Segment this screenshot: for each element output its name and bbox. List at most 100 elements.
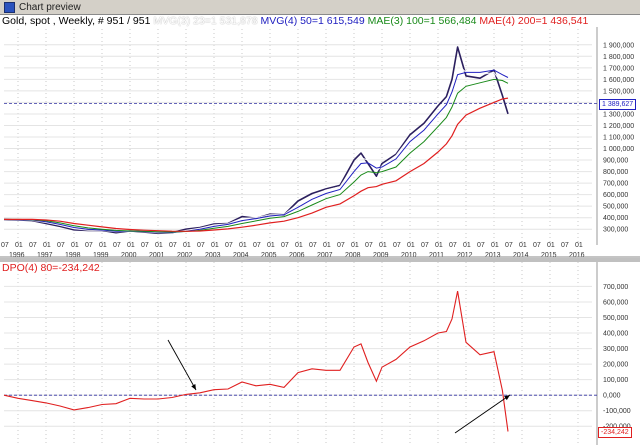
- x-axis-month-label: 01: [323, 242, 331, 249]
- x-axis-month-label: 07: [113, 242, 121, 249]
- x-axis-month-label: 01: [239, 242, 247, 249]
- price-series: [3, 46, 509, 235]
- x-axis-year-label: 2002: [177, 252, 193, 258]
- annotation-arrow-2013-head: [504, 395, 510, 401]
- x-axis-month-label: 01: [43, 242, 51, 249]
- mvg3-label: MVG(3) 23=1 531,878: [153, 15, 258, 27]
- x-axis-year-label: 2008: [345, 252, 361, 258]
- x-axis-year-label: 2009: [373, 252, 389, 258]
- y-axis-label: 300,000: [603, 346, 628, 353]
- price-chart-header: Gold, spot , Weekly, # 951 / 951 MVG(3) …: [2, 15, 588, 27]
- x-axis-year-label: 1999: [93, 252, 109, 258]
- x-axis-month-label: 07: [561, 242, 569, 249]
- x-axis-month-label: 07: [505, 242, 513, 249]
- x-axis-month-label: 07: [281, 242, 289, 249]
- y-axis-label: 400,000: [603, 331, 628, 338]
- x-axis-month-label: 07: [1, 242, 9, 249]
- x-axis-month-label: 07: [169, 242, 177, 249]
- mvg4-series: [3, 69, 509, 234]
- x-axis-year-label: 2006: [289, 252, 305, 258]
- x-axis-year-label: 2003: [205, 252, 221, 258]
- price-chart-panel[interactable]: 1 900,000 1 800,000 1 700,000 1 600,000 1 50…: [0, 15, 640, 258]
- x-axis-month-label: 01: [519, 242, 527, 249]
- y-axis-label: 1 000,000: [603, 146, 634, 153]
- y-axis-label: 500,000: [603, 315, 628, 322]
- y-axis-label: 400,000: [603, 215, 628, 222]
- y-axis-label: -100,000: [603, 408, 631, 415]
- x-axis-year-label: 2007: [317, 252, 333, 258]
- dpo-chart-panel[interactable]: 700,000 600,000 500,000 400,000 300,000 200,0…: [0, 262, 640, 445]
- x-axis-year-label: 1998: [65, 252, 81, 258]
- x-axis-month-label: 01: [379, 242, 387, 249]
- x-axis-month-label: 01: [435, 242, 443, 249]
- x-axis-month-label: 01: [155, 242, 163, 249]
- y-axis-label: 500,000: [603, 204, 628, 211]
- y-axis-label: 1 100,000: [603, 135, 634, 142]
- x-axis-month-label: 07: [253, 242, 261, 249]
- x-axis-month-label: 07: [309, 242, 317, 249]
- mae3-label: MAE(3) 100=1 566,484: [367, 15, 477, 27]
- dpo-series: [3, 290, 509, 432]
- x-axis-month-label: 01: [267, 242, 275, 249]
- x-axis-month-label: 07: [421, 242, 429, 249]
- y-axis-label: 800,000: [603, 169, 628, 176]
- instrument-label: Gold, spot , Weekly, # 951 / 951: [2, 15, 151, 27]
- x-axis-month-label: 01: [575, 242, 583, 249]
- mae3-series: [4, 78, 509, 233]
- x-axis-month-label: 01: [211, 242, 219, 249]
- x-axis-month-label: 01: [407, 242, 415, 249]
- y-axis-label: 1 800,000: [603, 54, 634, 61]
- chart-app-icon: [4, 1, 15, 13]
- y-axis-label: 1 600,000: [603, 77, 634, 84]
- x-axis-month-label: 01: [463, 242, 471, 249]
- x-axis-month-label: 07: [197, 242, 205, 249]
- x-axis-month-label: 07: [85, 242, 93, 249]
- x-axis-month-label: 01: [99, 242, 107, 249]
- y-axis-label: 900,000: [603, 158, 628, 165]
- y-axis-label: 1 500,000: [603, 88, 634, 95]
- x-axis-month-label: 07: [141, 242, 149, 249]
- y-axis-label: 200,000: [603, 362, 628, 369]
- x-axis-month-label: 01: [127, 242, 135, 249]
- dpo-chart[interactable]: 700,000 600,000 500,000 400,000 300,000 200,0…: [0, 262, 640, 445]
- last-dpo-tag: -234,242: [598, 426, 632, 438]
- x-axis-year-label: 2005: [261, 252, 277, 258]
- y-axis-label: 100,000: [603, 377, 628, 384]
- y-axis-label: 1 300,000: [603, 111, 634, 118]
- y-axis-label: 0,000: [603, 393, 621, 400]
- annotation-arrow-2002-head: [191, 384, 196, 390]
- x-axis-month-label: 01: [71, 242, 79, 249]
- x-axis-month-label: 07: [393, 242, 401, 249]
- window-titlebar: Chart preview: [0, 0, 640, 15]
- y-axis-label: 600,000: [603, 299, 628, 306]
- x-axis-year-label: 2013: [485, 252, 501, 258]
- mae4-label: MAE(4) 200=1 436,541: [479, 15, 589, 27]
- mae4-series: [4, 97, 509, 232]
- x-axis-month-label: 01: [15, 242, 23, 249]
- last-price-tag: 1 389,627: [599, 98, 637, 110]
- x-axis-month-label: 07: [533, 242, 541, 249]
- mvg4-label: MVG(4) 50=1 615,549: [260, 15, 365, 27]
- x-axis-month-label: 01: [183, 242, 191, 249]
- y-axis-label: 1 700,000: [603, 65, 634, 72]
- price-chart[interactable]: 1 900,000 1 800,000 1 700,000 1 600,000 1 50…: [0, 15, 640, 258]
- x-axis-year-label: 2001: [149, 252, 165, 258]
- x-axis-year-label: 2010: [401, 252, 417, 258]
- x-axis-year-label: 2004: [233, 252, 249, 258]
- annotation-arrow-2002: [167, 339, 197, 391]
- x-axis-month-label: 07: [337, 242, 345, 249]
- x-axis-month-label: 07: [365, 242, 373, 249]
- x-axis-year-label: 2015: [541, 252, 557, 258]
- x-axis-month-label: 01: [351, 242, 359, 249]
- annotation-arrow-2013: [454, 394, 511, 434]
- y-axis-label: 700,000: [603, 181, 628, 188]
- x-axis-year-label: 2014: [513, 252, 529, 258]
- x-axis-year-label: 2012: [457, 252, 473, 258]
- x-axis-month-label: 01: [295, 242, 303, 249]
- x-axis-month-label: 01: [491, 242, 499, 249]
- y-axis-label: 300,000: [603, 227, 628, 234]
- dpo-chart-header: DPO(4) 80=-234,242: [2, 262, 100, 274]
- x-axis-year-label: 2000: [121, 252, 137, 258]
- x-axis-month-label: 07: [57, 242, 65, 249]
- x-axis-year-label: 2011: [429, 252, 444, 258]
